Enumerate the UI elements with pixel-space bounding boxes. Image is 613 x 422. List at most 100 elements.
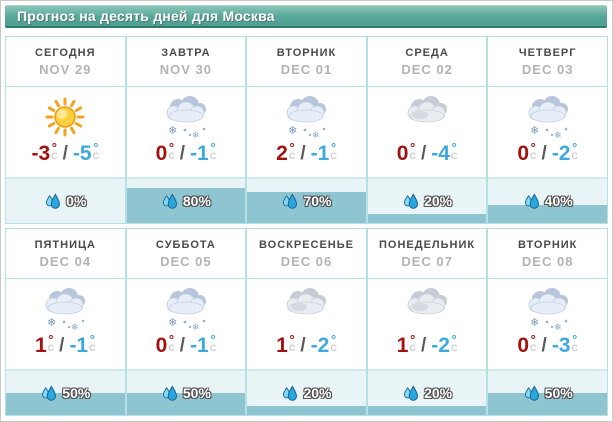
precip-percent: 0% (66, 193, 87, 209)
degree-unit: ° C (92, 140, 100, 161)
snow-cloud-icon: ❄ ❄ (521, 285, 575, 333)
precip-fill-bar (367, 214, 487, 223)
temp-separator: / (59, 335, 65, 356)
day-header: ЧЕТВЕРГ DEC 03 (488, 37, 607, 87)
cloud-icon (279, 285, 333, 333)
high-temp: 0 ° C (396, 140, 416, 165)
precip-percent: 80% (182, 193, 211, 209)
day-date: DEC 03 (521, 61, 574, 77)
degree-unit: ° C (409, 140, 416, 161)
day-cell: СРЕДА DEC 02 0 ° C / -4 ° C (365, 37, 487, 223)
snow-cloud-icon: ❄ ❄ (38, 285, 92, 333)
day-cell: ВТОРНИК DEC 01 ❄ ❄ 2 ° C / -1 ° C (245, 37, 366, 223)
degree-unit: ° C (530, 140, 537, 161)
droplets-icon (161, 385, 178, 402)
droplets-icon (523, 385, 540, 402)
precip-fill-bar (126, 393, 246, 415)
svg-text:❄: ❄ (168, 317, 177, 329)
day-header: ВОСКРЕСЕНЬЕ DEC 06 (247, 229, 366, 279)
day-name: ВОСКРЕСЕНЬЕ (258, 238, 354, 251)
precip-percent: 70% (303, 193, 332, 209)
degree-unit: ° C (51, 140, 58, 161)
day-conditions: 1 ° C / -2 ° C (247, 279, 366, 371)
droplets-icon (402, 385, 419, 402)
page-title: Прогноз на десять дней для Москва (17, 8, 275, 24)
precip-fill-bar (488, 393, 607, 415)
svg-text:❄: ❄ (530, 317, 539, 329)
day-name: ПЯТНИЦА (34, 238, 96, 251)
temp-separator: / (179, 335, 186, 356)
precip-fill-bar (6, 393, 125, 415)
precip-cell: 50% (6, 371, 125, 415)
day-header: СРЕДА DEC 02 (367, 37, 487, 87)
day-header: ПОНЕДЕЛЬНИК DEC 07 (367, 229, 487, 279)
day-header: СЕГОДНЯ NOV 29 (6, 37, 125, 87)
day-conditions: 1 ° C / -2 ° C (367, 279, 487, 371)
day-header: ЗАВТРА NOV 30 (126, 37, 246, 87)
precip-fill-bar (367, 406, 487, 415)
precip-cell: 0% (6, 179, 125, 223)
snow-cloud-icon: ❄ ❄ (159, 285, 213, 333)
droplets-icon (402, 193, 419, 210)
high-temp: 0 ° C (517, 332, 537, 357)
temp-separator: / (62, 143, 68, 164)
temperatures: 0 ° C / -4 ° C (396, 140, 458, 165)
temperatures: 1 ° C / -1 ° C (34, 332, 96, 357)
droplets-icon (44, 193, 61, 210)
svg-text:❄: ❄ (312, 130, 320, 140)
svg-text:❄: ❄ (47, 317, 56, 329)
low-temp: -2 ° C (431, 332, 458, 357)
degree-unit: ° C (168, 140, 175, 161)
droplets-icon (523, 193, 540, 210)
degree-unit: ° C (571, 140, 579, 161)
temperatures: 0 ° C / -2 ° C (517, 140, 579, 165)
temperatures: 0 ° C / -1 ° C (155, 332, 217, 357)
low-temp: -1 ° C (310, 140, 337, 165)
day-header: ПЯТНИЦА DEC 04 (6, 229, 125, 279)
droplets-icon (281, 193, 298, 210)
day-date: DEC 06 (280, 253, 333, 269)
temperatures: 2 ° C / -1 ° C (276, 140, 337, 165)
day-name: ЧЕТВЕРГ (518, 46, 577, 59)
day-header: ВТОРНИК DEC 01 (247, 37, 366, 87)
day-header: ВТОРНИК DEC 08 (488, 229, 607, 279)
day-date: DEC 04 (39, 253, 92, 269)
precip-cell: 20% (367, 371, 487, 415)
precip-percent: 50% (62, 385, 91, 401)
day-conditions: ❄ ❄ 0 ° C / -3 ° C (488, 279, 607, 371)
high-temp: 1 ° C (396, 332, 416, 357)
day-conditions: 0 ° C / -4 ° C (367, 87, 487, 179)
precip-fill-bar (247, 406, 366, 415)
day-date: DEC 08 (521, 253, 574, 269)
degree-unit: ° C (89, 332, 96, 353)
degree-unit: ° C (530, 332, 537, 353)
temperatures: 0 ° C / -3 ° C (517, 332, 578, 357)
snow-cloud-icon: ❄ ❄ (279, 93, 333, 141)
high-temp: 1 ° C (34, 332, 55, 357)
day-name: ПОНЕДЕЛЬНИК (379, 238, 476, 251)
precip-percent: 40% (544, 193, 573, 209)
high-temp: 0 ° C (155, 332, 175, 357)
day-date: DEC 02 (401, 61, 453, 77)
temp-separator: / (541, 143, 547, 164)
widget-title-bar: Прогноз на десять дней для Москва (5, 5, 607, 28)
precip-percent: 50% (544, 385, 573, 401)
svg-text:❄: ❄ (530, 125, 539, 137)
day-conditions: ❄ ❄ 1 ° C / -1 ° C (6, 279, 125, 371)
temp-separator: / (541, 335, 547, 356)
day-cell: ВТОРНИК DEC 08 ❄ ❄ 0 ° C / -3 ° C (486, 229, 607, 415)
cloud-icon (400, 93, 454, 141)
svg-text:❄: ❄ (554, 130, 562, 140)
temp-separator: / (300, 143, 306, 164)
low-temp: -4 ° C (431, 140, 458, 165)
precip-percent: 20% (424, 193, 453, 209)
precip-cell: 70% (247, 179, 366, 223)
day-date: DEC 01 (280, 61, 333, 77)
day-conditions: -3 ° C / -5 ° C (6, 87, 125, 179)
low-temp: -3 ° C (551, 332, 578, 357)
precip-fill-bar (247, 192, 366, 223)
degree-unit: ° C (288, 332, 296, 353)
degree-unit: ° C (330, 140, 337, 161)
day-cell: СУББОТА DEC 05 ❄ ❄ 0 ° C / -1 ° C (124, 229, 246, 415)
day-date: DEC 07 (401, 253, 453, 269)
